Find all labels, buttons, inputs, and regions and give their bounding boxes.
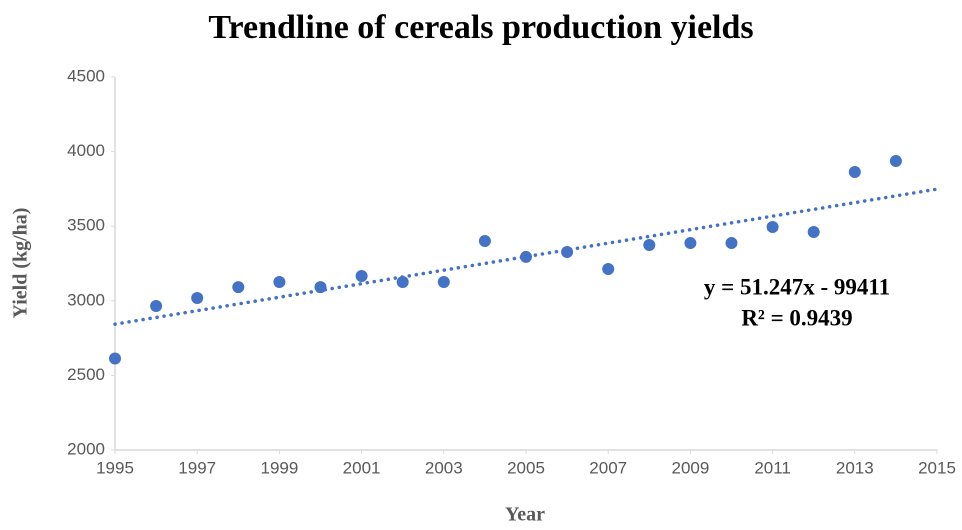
point — [314, 281, 327, 294]
x-axis-label: Year — [505, 504, 545, 526]
point — [848, 166, 861, 179]
point — [355, 270, 368, 283]
point — [766, 220, 779, 233]
point — [807, 226, 820, 239]
point — [643, 238, 656, 251]
x-tick-label: 2001 — [343, 458, 381, 477]
point — [396, 276, 409, 289]
y-tick-label: 3000 — [67, 290, 105, 309]
x-tick-label: 1997 — [178, 458, 216, 477]
x-tick-label: 2015 — [918, 458, 956, 477]
y-tick-label: 4000 — [67, 141, 105, 160]
annotation: R² = 0.9439 — [741, 305, 852, 330]
x-tick-label: 2009 — [671, 458, 709, 477]
y-tick-label: 4500 — [67, 66, 105, 85]
x-tick-label: 2005 — [507, 458, 545, 477]
x-tick-label: 2003 — [425, 458, 463, 477]
point — [478, 234, 491, 247]
point — [437, 276, 450, 289]
chart-title: Trendline of cereals production yields — [208, 9, 753, 46]
y-axis-label: Yield (kg/ha) — [10, 208, 32, 319]
point — [191, 291, 204, 304]
point — [889, 154, 902, 167]
point — [273, 276, 286, 289]
point — [725, 237, 738, 250]
x-tick-label: 2011 — [754, 458, 791, 477]
x-tick-label: 2013 — [836, 458, 874, 477]
point — [232, 281, 245, 294]
point — [561, 246, 574, 259]
x-tick-label: 1995 — [96, 458, 134, 477]
point — [684, 237, 697, 250]
point — [150, 300, 163, 313]
x-tick-label: 2007 — [589, 458, 627, 477]
point — [520, 250, 532, 263]
y-tick-label: 2000 — [67, 439, 105, 458]
x-tick-label: 1999 — [260, 458, 298, 477]
point — [109, 352, 121, 365]
trendline — [113, 187, 939, 326]
point — [602, 263, 615, 276]
annotation: y = 51.247x - 99411 — [704, 274, 890, 299]
y-tick-label: 2500 — [67, 365, 105, 384]
y-tick-label: 3500 — [67, 216, 105, 235]
